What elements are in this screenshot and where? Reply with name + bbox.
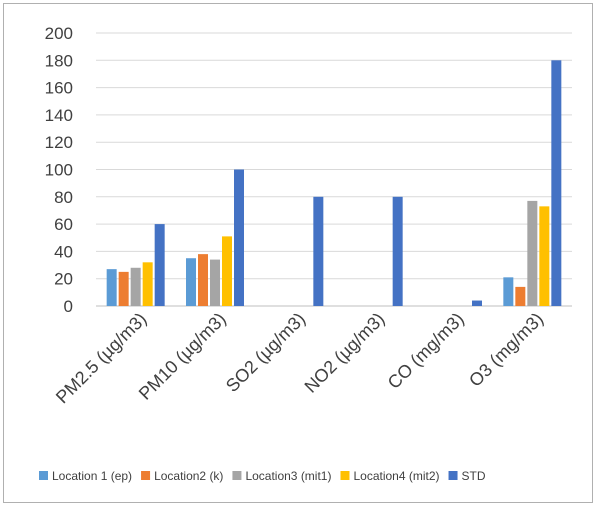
bar <box>118 271 129 306</box>
legend-swatch <box>448 471 458 480</box>
bar <box>527 200 538 306</box>
x-axis-labels: PM2.5 (µg/m3)PM10 (µg/m3)SO2 (µg/m3)NO2 … <box>52 309 547 408</box>
y-tick-label: 60 <box>54 215 73 234</box>
bar <box>234 169 244 306</box>
legend-label: Location 1 (ep) <box>52 469 132 483</box>
bar <box>198 254 208 306</box>
legend-label: STD <box>462 469 486 483</box>
y-tick-label: 160 <box>45 79 73 98</box>
bar <box>472 300 482 306</box>
y-tick-label: 200 <box>45 24 73 43</box>
bar <box>210 259 220 306</box>
x-tick-label: NO2 (µg/m3) <box>301 309 389 397</box>
bar <box>539 206 550 306</box>
y-tick-label: 20 <box>54 270 73 289</box>
y-tick-label: 140 <box>45 106 73 125</box>
chart-frame <box>3 3 593 503</box>
bar <box>130 267 141 306</box>
legend-label: Location3 (mit1) <box>245 469 331 483</box>
legend-swatch <box>340 471 350 480</box>
legend-label: Location2 (k) <box>154 469 223 483</box>
legend-swatch <box>39 471 48 480</box>
legend-swatch <box>232 471 242 480</box>
y-axis-ticks: 0 20 40 60 80 100 120 140 160 180 200 <box>45 24 73 316</box>
bar <box>515 286 526 306</box>
y-tick-label: 40 <box>54 242 73 261</box>
bar <box>154 224 165 306</box>
legend: Location 1 (ep) Location2 (k) Location3 (m… <box>39 469 486 483</box>
y-tick-label: 100 <box>45 161 73 180</box>
legend-swatch <box>141 471 151 480</box>
y-tick-label: 180 <box>45 51 73 70</box>
legend-label: Location4 (mit2) <box>353 469 439 483</box>
bar <box>392 196 403 306</box>
x-tick-label: SO2 (µg/m3) <box>222 309 309 396</box>
x-tick-label: CO (mg/m3) <box>384 309 468 393</box>
x-tick-label: PM2.5 (µg/m3) <box>52 309 151 408</box>
bars <box>106 60 562 306</box>
y-tick-label: 120 <box>45 133 73 152</box>
bar <box>313 196 324 306</box>
y-tick-label: 80 <box>54 188 73 207</box>
bar <box>142 262 153 306</box>
x-tick-label: O3 (mg/m3) <box>465 309 547 391</box>
bar <box>106 269 117 306</box>
bar <box>503 277 514 306</box>
gridlines <box>96 32 572 307</box>
y-tick-label: 0 <box>64 297 73 316</box>
bar <box>186 258 196 306</box>
bar <box>222 236 232 306</box>
bar <box>551 60 562 306</box>
